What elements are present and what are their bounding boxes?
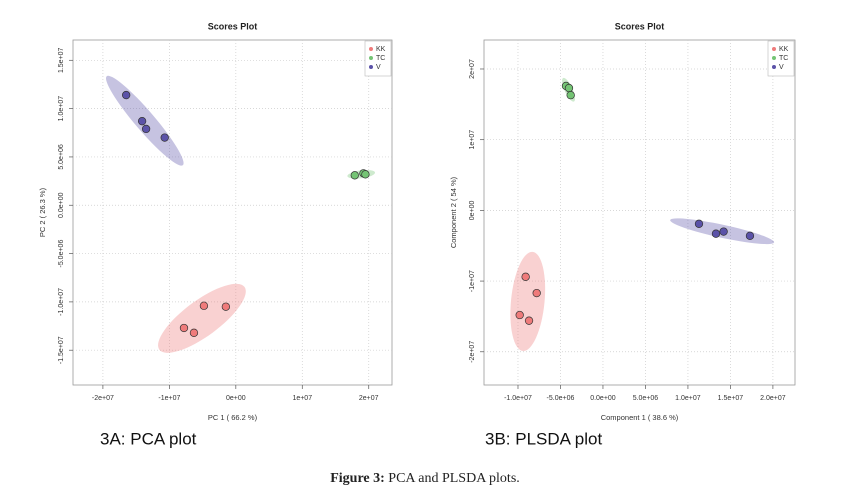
point	[199, 301, 209, 310]
confidence-ellipse	[158, 283, 246, 353]
y-axis-label: Component 2 ( 54 %)	[449, 176, 458, 248]
point	[564, 83, 574, 93]
point	[694, 219, 704, 228]
legend-swatch	[369, 56, 373, 60]
y-tick-label: 0.0e+00	[58, 192, 65, 218]
x-tick-label: -1.0e+07	[504, 395, 532, 402]
x-tick-label: 0.0e+00	[590, 395, 616, 402]
legend-swatch	[772, 56, 776, 60]
point	[745, 231, 755, 240]
y-tick-label: 2e+07	[469, 59, 476, 79]
panel-label: 3A: PCA plot	[100, 429, 197, 448]
chart-title: Scores Plot	[615, 21, 665, 31]
x-tick-label: 2.0e+07	[760, 395, 786, 402]
x-tick-label: -1e+07	[158, 395, 180, 402]
legend-label: KK	[779, 46, 789, 53]
chart-title: Scores Plot	[208, 21, 258, 31]
point	[221, 302, 231, 311]
x-tick-label: 0e+00	[226, 395, 246, 402]
plot-area	[483, 39, 796, 386]
confidence-ellipse	[510, 251, 546, 351]
point	[350, 171, 359, 180]
point	[521, 272, 530, 281]
legend-label: V	[376, 64, 381, 71]
x-tick-label: 1.5e+07	[718, 395, 744, 402]
x-tick-label: -2e+07	[92, 395, 114, 402]
point	[160, 133, 169, 142]
x-axis-label: PC 1 ( 66.2 %)	[208, 413, 258, 422]
point	[566, 90, 575, 100]
x-tick-label: 5.0e+06	[633, 395, 659, 402]
point	[515, 310, 524, 320]
point	[524, 316, 534, 325]
y-tick-label: 5.0e+06	[58, 144, 65, 170]
point	[137, 117, 147, 126]
panel-label: 3B: PLSDA plot	[485, 429, 602, 448]
y-tick-label: -2e+07	[469, 341, 476, 363]
y-tick-label: 1.5e+07	[58, 47, 65, 73]
caption-label: Figure 3:	[330, 471, 385, 486]
x-axis-label: Component 1 ( 38.6 %)	[601, 413, 679, 422]
y-axis-label: PC 2 ( 26.3 %)	[38, 187, 47, 237]
point	[532, 288, 541, 298]
legend-label: KK	[376, 46, 386, 53]
legend-swatch	[772, 65, 776, 69]
legend-swatch	[772, 47, 776, 51]
point	[179, 323, 189, 333]
x-tick-label: 1.0e+07	[675, 395, 701, 402]
caption-text: PCA and PLSDA plots.	[388, 471, 519, 486]
legend-swatch	[369, 47, 373, 51]
y-tick-label: -1e+07	[469, 270, 476, 292]
x-tick-label: -5.0e+06	[547, 395, 575, 402]
y-tick-label: 1.0e+07	[58, 96, 65, 122]
y-tick-label: 0e+00	[469, 200, 476, 220]
legend-label: V	[779, 64, 784, 71]
y-tick-label: -1.5e+07	[58, 336, 65, 364]
x-tick-label: 1e+07	[292, 395, 312, 402]
legend-label: TC	[376, 55, 385, 62]
legend-swatch	[369, 65, 373, 69]
point	[719, 227, 728, 236]
legend-label: TC	[779, 55, 788, 62]
point	[711, 229, 721, 238]
figure-caption: Figure 3: PCA and PLSDA plots.	[330, 471, 520, 486]
y-tick-label: -1.0e+07	[58, 288, 65, 316]
point	[122, 90, 131, 100]
point	[141, 124, 151, 134]
y-tick-label: 1e+07	[469, 130, 476, 150]
point	[189, 328, 199, 337]
x-tick-label: 2e+07	[359, 395, 379, 402]
point	[361, 170, 370, 179]
y-tick-label: -5.0e+06	[58, 240, 65, 268]
